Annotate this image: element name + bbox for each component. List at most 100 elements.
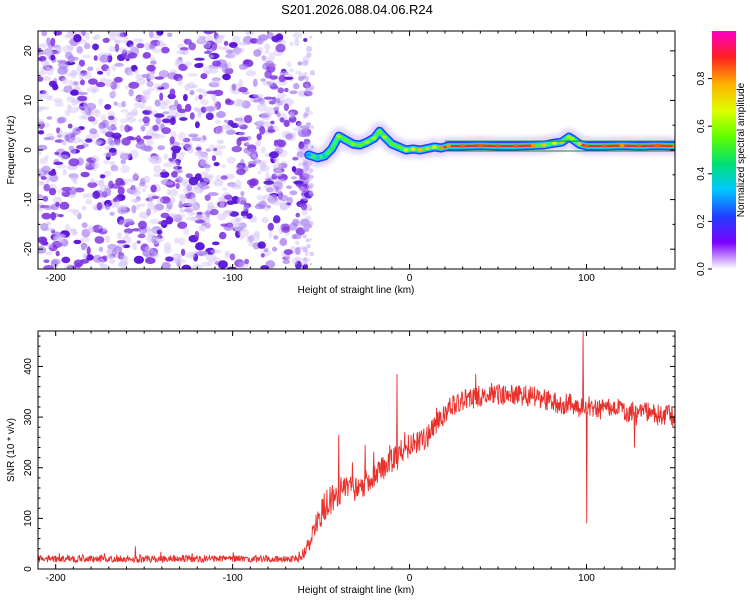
noise-blob xyxy=(304,72,307,75)
noise-blob xyxy=(238,63,249,70)
noise-blob xyxy=(95,141,101,147)
noise-blob xyxy=(195,214,204,219)
noise-blob xyxy=(96,202,103,211)
noise-blob xyxy=(148,196,154,203)
noise-blob xyxy=(107,36,117,41)
noise-blob xyxy=(187,212,197,216)
noise-blob xyxy=(194,173,202,181)
noise-blob xyxy=(284,87,289,93)
noise-blob xyxy=(191,137,202,142)
noise-blob xyxy=(279,202,289,211)
noise-blob xyxy=(237,47,245,53)
noise-blob xyxy=(153,173,162,177)
noise-blob xyxy=(256,194,263,200)
noise-blob xyxy=(275,43,286,53)
noise-blob xyxy=(154,113,165,118)
noise-blob xyxy=(55,250,60,257)
noise-blob xyxy=(64,52,73,59)
noise-blob xyxy=(300,202,308,211)
noise-blob xyxy=(175,111,186,119)
noise-blob xyxy=(166,189,171,196)
noise-blob xyxy=(269,75,279,80)
noise-blob xyxy=(48,170,57,176)
noise-blob xyxy=(260,111,272,121)
noise-blob xyxy=(80,109,85,114)
noise-blob xyxy=(168,107,179,117)
noise-blob xyxy=(92,190,100,199)
noise-blob xyxy=(66,31,77,35)
noise-blob xyxy=(38,194,44,199)
noise-blob xyxy=(230,122,240,128)
noise-blob xyxy=(120,165,130,173)
noise-blob xyxy=(96,138,106,146)
noise-blob xyxy=(205,148,211,152)
noise-blob xyxy=(97,70,104,75)
noise-blob xyxy=(264,177,274,182)
noise-blob xyxy=(177,77,183,86)
spectrogram-noise-field xyxy=(38,31,316,269)
noise-blob xyxy=(101,64,110,72)
noise-blob xyxy=(273,235,279,240)
noise-blob xyxy=(141,125,146,132)
noise-blob xyxy=(105,235,111,243)
noise-blob xyxy=(202,89,208,97)
noise-blob xyxy=(185,251,196,259)
noise-blob xyxy=(225,49,234,54)
track-point xyxy=(329,147,335,151)
noise-blob xyxy=(231,35,241,44)
noise-blob xyxy=(124,124,131,133)
noise-blob xyxy=(132,173,139,181)
noise-blob xyxy=(65,228,77,232)
noise-blob xyxy=(199,184,210,190)
noise-blob xyxy=(207,202,215,210)
spectrogram-y-ticks: -20 -10 0 10 20 xyxy=(23,45,675,256)
noise-blob xyxy=(309,85,315,91)
noise-blob xyxy=(268,151,279,159)
noise-blob xyxy=(41,212,52,220)
noise-blob xyxy=(185,103,192,112)
noise-blob xyxy=(150,60,157,65)
noise-blob xyxy=(102,152,113,158)
noise-blob xyxy=(95,81,106,88)
track-point xyxy=(389,142,395,146)
snr-panel: -200 -100 0 100 0 100 200 300 400 Height of str… xyxy=(6,330,676,596)
noise-blob xyxy=(45,177,51,184)
noise-blob xyxy=(142,116,150,124)
noise-blob xyxy=(236,260,242,267)
colorbar-tick-label: 0.8 xyxy=(696,71,707,85)
noise-blob xyxy=(117,31,125,39)
noise-blob xyxy=(123,218,135,225)
noise-blob xyxy=(168,188,179,197)
noise-blob xyxy=(220,223,229,227)
noise-blob xyxy=(80,79,85,86)
noise-blob xyxy=(304,262,307,265)
noise-blob xyxy=(263,96,274,100)
noise-blob xyxy=(139,230,146,234)
track-point xyxy=(566,135,572,139)
noise-blob xyxy=(62,169,67,176)
noise-blob xyxy=(87,116,96,122)
noise-blob xyxy=(275,97,281,104)
noise-blob xyxy=(66,104,72,110)
noise-blob xyxy=(102,255,107,259)
noise-blob xyxy=(238,235,245,240)
noise-blob xyxy=(124,232,129,237)
colorbar-ticks: 0.0 0.2 0.4 0.6 0.8 xyxy=(696,71,712,276)
noise-blob xyxy=(195,146,202,151)
noise-blob xyxy=(43,76,51,82)
noise-blob xyxy=(184,61,193,67)
noise-blob xyxy=(109,161,116,166)
noise-blob xyxy=(48,243,54,249)
noise-blob xyxy=(194,121,200,129)
snr-series-line xyxy=(38,331,675,565)
noise-blob xyxy=(279,237,288,247)
noise-blob xyxy=(99,54,110,63)
noise-blob xyxy=(133,102,141,109)
noise-blob xyxy=(146,80,154,88)
noise-blob xyxy=(136,203,146,208)
noise-blob xyxy=(126,40,134,48)
noise-blob xyxy=(231,145,243,153)
noise-blob xyxy=(173,73,183,82)
noise-blob xyxy=(138,220,147,230)
